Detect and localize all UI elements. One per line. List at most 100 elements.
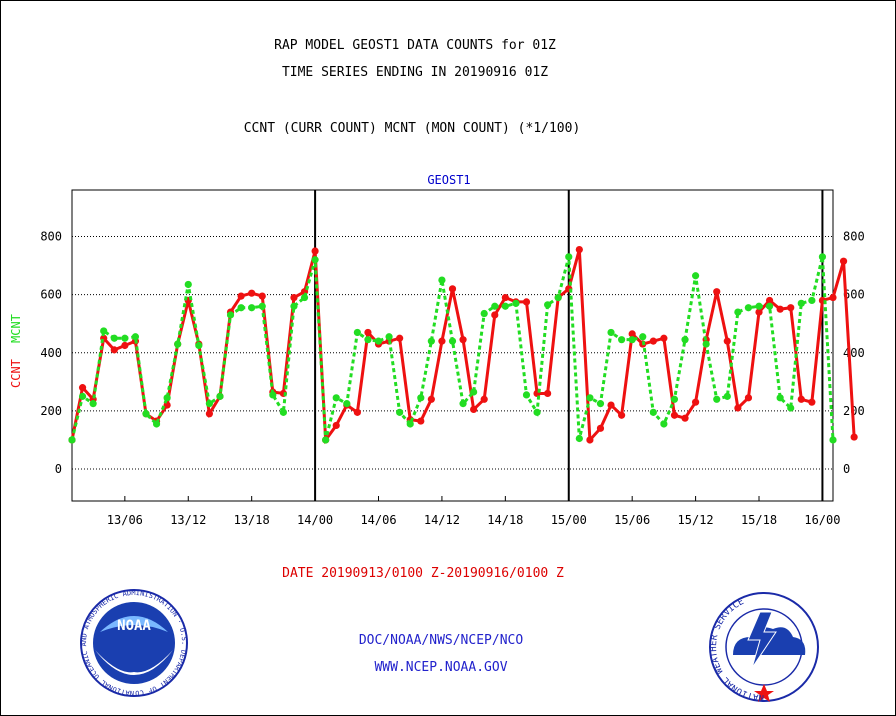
mcnt-point-58 xyxy=(681,336,689,344)
mcnt-point-46 xyxy=(554,293,562,302)
ccnt-point-68 xyxy=(787,304,795,312)
ccnt-point-49 xyxy=(586,436,594,444)
mcnt-point-55 xyxy=(649,408,657,416)
mcnt-point-64 xyxy=(744,304,753,312)
ccnt-point-28 xyxy=(364,328,372,337)
ccnt-point-21 xyxy=(290,293,298,302)
mcnt-point-4 xyxy=(110,334,118,342)
day-boundary-lines xyxy=(314,190,824,501)
ccnt-point-4 xyxy=(110,346,118,354)
mcnt-point-3 xyxy=(100,327,108,335)
mcnt-point-68 xyxy=(787,404,795,412)
mcnt-point-65 xyxy=(755,302,763,310)
mcnt-point-24 xyxy=(322,436,330,444)
ccnt-point-33 xyxy=(417,417,425,425)
y-tick-label-left-0: 0 xyxy=(55,462,62,476)
mcnt-point-9 xyxy=(163,394,171,402)
series-layer xyxy=(68,245,858,445)
ncep-url[interactable]: WWW.NCEP.NOAA.GOV xyxy=(374,660,508,675)
y-tick-label-left-400: 400 xyxy=(40,346,62,360)
mcnt-point-1 xyxy=(78,392,87,400)
x-tick-label-14/12: 14/12 xyxy=(424,513,460,527)
mcnt-point-60 xyxy=(702,340,710,348)
ccnt-point-18 xyxy=(258,292,266,300)
x-tick-labels: 13/06 13/12 13/18 14/00 14/06 14/12 14/18 15/00… xyxy=(107,496,840,527)
x-tick-label-15/12: 15/12 xyxy=(678,513,714,527)
ccnt-point-31 xyxy=(396,334,404,342)
mcnt-point-43 xyxy=(522,391,531,399)
x-tick-label-15/06: 15/06 xyxy=(614,513,650,527)
y-tick-label-right-0: 0 xyxy=(843,462,850,476)
ccnt-point-23 xyxy=(311,247,319,255)
ccnt-point-70 xyxy=(808,398,816,406)
y-tick-labels-left: 0 200 400 600 800 xyxy=(40,230,62,477)
mcnt-point-40 xyxy=(491,302,499,310)
x-tick-label-13/18: 13/18 xyxy=(234,513,270,527)
ccnt-point-48 xyxy=(575,245,583,254)
mcnt-point-17 xyxy=(248,304,256,312)
mcnt-point-13 xyxy=(205,400,214,408)
y-tick-label-right-800: 800 xyxy=(843,230,865,244)
mcnt-point-61 xyxy=(713,395,721,403)
ccnt-point-35 xyxy=(438,337,446,345)
title-line-2: TIME SERIES ENDING IN 20190916 01Z xyxy=(281,65,549,80)
org-path: DOC/NOAA/NWS/NCEP/NCO xyxy=(358,633,524,648)
ccnt-point-65 xyxy=(755,308,763,316)
y-label-ccnt: CCNT xyxy=(9,359,23,388)
mcnt-point-50 xyxy=(596,400,605,408)
chart-subtitle: CCNT (CURR COUNT) MCNT (MON COUNT) (*1/1… xyxy=(243,121,581,136)
mcnt-point-63 xyxy=(734,308,742,316)
mcnt-point-71 xyxy=(818,253,827,261)
x-tick-label-13/12: 13/12 xyxy=(170,513,206,527)
ccnt-point-1 xyxy=(78,384,87,392)
x-tick-label-15/18: 15/18 xyxy=(741,513,777,527)
ccnt-point-41 xyxy=(501,293,509,302)
ccnt-point-53 xyxy=(628,330,636,338)
mcnt-point-30 xyxy=(385,333,393,341)
mcnt-point-8 xyxy=(152,420,161,428)
ccnt-point-16 xyxy=(237,292,245,300)
ccnt-point-38 xyxy=(470,405,478,414)
ccnt-point-17 xyxy=(248,289,256,297)
mcnt-point-0 xyxy=(68,436,76,444)
mcnt-point-59 xyxy=(691,272,700,280)
ccnt-point-73 xyxy=(839,257,848,265)
x-tick-label-13/06: 13/06 xyxy=(107,513,143,527)
mcnt-point-16 xyxy=(237,304,245,312)
mcnt-point-15 xyxy=(226,311,235,319)
mcnt-point-72 xyxy=(829,436,837,444)
ccnt-point-36 xyxy=(448,285,457,293)
ccnt-point-34 xyxy=(427,395,435,403)
mcnt-point-36 xyxy=(448,337,457,345)
ccnt-point-63 xyxy=(734,404,742,412)
mcnt-point-32 xyxy=(406,420,414,428)
ccnt-point-64 xyxy=(744,394,753,402)
ccnt-point-51 xyxy=(607,401,615,409)
y-tick-label-right-400: 400 xyxy=(843,346,865,360)
ccnt-point-62 xyxy=(723,337,731,345)
mcnt-point-47 xyxy=(565,253,573,261)
x-tick-label-14/00: 14/00 xyxy=(297,513,333,527)
mcnt-point-23 xyxy=(311,256,319,264)
mcnt-point-38 xyxy=(470,388,478,396)
grid-lines xyxy=(72,236,833,470)
ccnt-point-58 xyxy=(681,414,689,422)
mcnt-point-54 xyxy=(639,333,647,341)
mcnt-point-52 xyxy=(618,336,626,344)
mcnt-point-67 xyxy=(776,394,784,402)
mcnt-point-69 xyxy=(797,299,805,307)
mcnt-point-14 xyxy=(216,392,224,400)
ccnt-point-55 xyxy=(649,337,657,345)
ccnt-point-25 xyxy=(332,421,340,430)
mcnt-point-31 xyxy=(396,408,404,416)
mcnt-point-62 xyxy=(723,392,731,400)
mcnt-point-21 xyxy=(290,302,298,310)
y-tick-label-left-800: 800 xyxy=(40,230,62,244)
y-tick-label-left-600: 600 xyxy=(40,288,62,302)
mcnt-point-41 xyxy=(501,302,509,310)
mcnt-point-28 xyxy=(364,336,372,344)
ccnt-point-50 xyxy=(596,424,605,432)
ccnt-point-67 xyxy=(776,305,784,313)
ccnt-point-39 xyxy=(480,395,488,403)
